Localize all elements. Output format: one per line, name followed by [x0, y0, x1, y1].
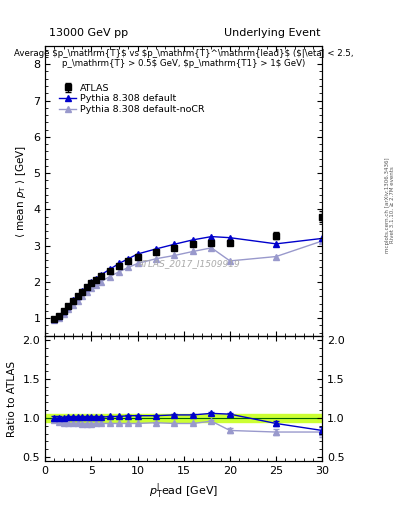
Pythia 8.308 default-noCR — [57, 314, 61, 321]
Pythia 8.308 default — [191, 237, 195, 243]
Pythia 8.308 default — [108, 266, 112, 272]
Pythia 8.308 default-noCR — [228, 258, 232, 264]
Pythia 8.308 default-noCR — [274, 253, 278, 260]
Pythia 8.308 default-noCR — [75, 298, 80, 304]
X-axis label: $p_\mathrm{T}^\mathrm{l}$ead [GeV]: $p_\mathrm{T}^\mathrm{l}$ead [GeV] — [149, 481, 219, 501]
Pythia 8.308 default — [71, 297, 75, 304]
Line: Pythia 8.308 default: Pythia 8.308 default — [51, 234, 325, 322]
Pythia 8.308 default — [80, 288, 84, 294]
Pythia 8.308 default-noCR — [126, 264, 131, 270]
Line: Pythia 8.308 default-noCR: Pythia 8.308 default-noCR — [51, 238, 325, 323]
Pythia 8.308 default-noCR — [117, 269, 121, 275]
Pythia 8.308 default-noCR — [135, 261, 140, 267]
Pythia 8.308 default-noCR — [154, 255, 158, 262]
Pythia 8.308 default — [135, 251, 140, 257]
Pythia 8.308 default-noCR — [209, 245, 214, 251]
Pythia 8.308 default-noCR — [191, 248, 195, 254]
Pythia 8.308 default — [89, 279, 94, 285]
Pythia 8.308 default — [98, 272, 103, 278]
Text: ATLAS_2017_I1509919: ATLAS_2017_I1509919 — [138, 259, 241, 268]
Text: Rivet 3.1.10, ≥ 2.7M events: Rivet 3.1.10, ≥ 2.7M events — [390, 166, 393, 243]
Pythia 8.308 default-noCR — [61, 310, 66, 316]
Text: 13000 GeV pp: 13000 GeV pp — [49, 28, 128, 38]
Pythia 8.308 default — [66, 303, 71, 309]
Pythia 8.308 default — [84, 284, 89, 290]
Pythia 8.308 default-noCR — [71, 302, 75, 308]
Pythia 8.308 default — [94, 275, 98, 282]
Pythia 8.308 default-noCR — [108, 273, 112, 280]
Pythia 8.308 default-noCR — [320, 238, 325, 244]
Y-axis label: $\langle$ mean $p_\mathrm{T}$ $\rangle$ [GeV]: $\langle$ mean $p_\mathrm{T}$ $\rangle$ … — [14, 145, 28, 238]
Pythia 8.308 default-noCR — [66, 306, 71, 312]
Text: Average $p_\mathrm{T}$ vs $p_\mathrm{T}^\mathrm{lead}$ ($|\eta| < 2.5, p_\mathrm: Average $p_\mathrm{T}$ vs $p_\mathrm{T}^… — [14, 49, 353, 69]
Bar — [45, 414, 322, 422]
Pythia 8.308 default — [57, 313, 61, 319]
Pythia 8.308 default — [52, 316, 57, 323]
Pythia 8.308 default — [320, 236, 325, 242]
Pythia 8.308 default-noCR — [52, 317, 57, 324]
Pythia 8.308 default — [126, 255, 131, 262]
Pythia 8.308 default-noCR — [172, 252, 177, 259]
Pythia 8.308 default — [154, 246, 158, 252]
Pythia 8.308 default — [274, 241, 278, 247]
Pythia 8.308 default — [172, 241, 177, 247]
Pythia 8.308 default-noCR — [84, 289, 89, 295]
Pythia 8.308 default — [228, 234, 232, 241]
Pythia 8.308 default-noCR — [98, 279, 103, 285]
Pythia 8.308 default — [209, 233, 214, 240]
Legend: ATLAS, Pythia 8.308 default, Pythia 8.308 default-noCR: ATLAS, Pythia 8.308 default, Pythia 8.30… — [55, 80, 208, 118]
Pythia 8.308 default — [117, 261, 121, 267]
Pythia 8.308 default-noCR — [89, 285, 94, 291]
Y-axis label: Ratio to ATLAS: Ratio to ATLAS — [7, 360, 17, 437]
Pythia 8.308 default-noCR — [80, 293, 84, 300]
Pythia 8.308 default — [75, 293, 80, 299]
Pythia 8.308 default-noCR — [94, 282, 98, 288]
Pythia 8.308 default — [61, 308, 66, 314]
Text: mcplots.cern.ch [arXiv:1306.3436]: mcplots.cern.ch [arXiv:1306.3436] — [385, 157, 389, 252]
Text: Underlying Event: Underlying Event — [224, 28, 320, 38]
